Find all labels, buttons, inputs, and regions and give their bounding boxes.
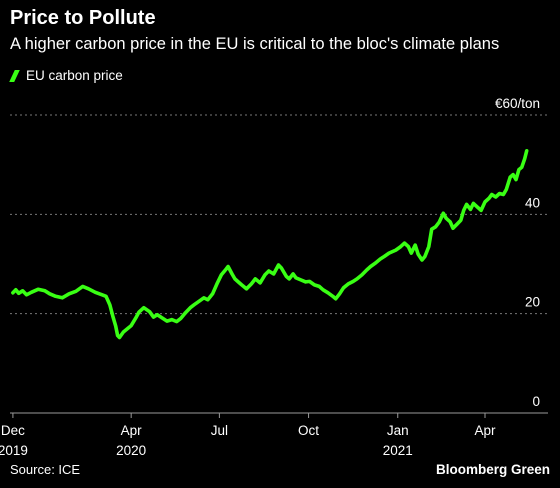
x-tick-label: Jul: [211, 423, 228, 438]
x-tick-label: Jan: [387, 423, 409, 438]
legend: EU carbon price: [9, 68, 123, 83]
y-tick-label: 20: [525, 295, 540, 310]
chart-subtitle: A higher carbon price in the EU is criti…: [10, 35, 500, 53]
y-tick-label: €60/ton: [495, 96, 540, 111]
x-tick-label: Dec: [1, 423, 25, 438]
x-tick-year-label: 2021: [383, 443, 413, 458]
x-tick-label: Apr: [121, 423, 143, 438]
y-tick-label: 40: [525, 195, 540, 210]
x-tick-year-label: 2019: [0, 443, 28, 458]
x-tick-label: Apr: [474, 423, 496, 438]
chart-title: Price to Pollute: [10, 7, 156, 29]
brand-logo: Bloomberg Green: [435, 462, 550, 477]
x-tick-label: Oct: [298, 423, 319, 438]
y-tick-label: 0: [532, 394, 540, 409]
source-note: Source: ICE: [10, 462, 81, 477]
x-tick-year-label: 2020: [116, 443, 146, 458]
legend-label: EU carbon price: [26, 68, 123, 83]
series-line-eu-carbon-price: [11, 149, 529, 340]
